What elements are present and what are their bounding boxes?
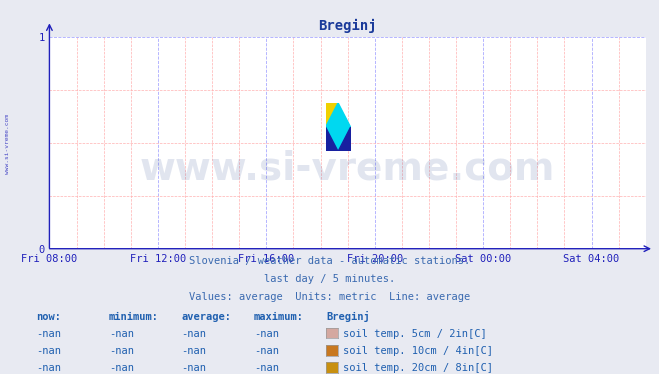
- Text: maximum:: maximum:: [254, 312, 304, 322]
- Text: soil temp. 20cm / 8in[C]: soil temp. 20cm / 8in[C]: [343, 364, 494, 373]
- Text: -nan: -nan: [109, 364, 134, 373]
- Text: -nan: -nan: [109, 346, 134, 356]
- Text: Values: average  Units: metric  Line: average: Values: average Units: metric Line: aver…: [189, 292, 470, 301]
- Text: last day / 5 minutes.: last day / 5 minutes.: [264, 274, 395, 283]
- Text: -nan: -nan: [109, 329, 134, 339]
- Text: minimum:: minimum:: [109, 312, 159, 322]
- Text: Slovenia / weather data - automatic stations.: Slovenia / weather data - automatic stat…: [189, 256, 470, 266]
- Text: -nan: -nan: [181, 364, 206, 373]
- Polygon shape: [326, 103, 351, 151]
- Text: -nan: -nan: [36, 346, 61, 356]
- Text: -nan: -nan: [254, 329, 279, 339]
- Text: www.si-vreme.com: www.si-vreme.com: [140, 149, 556, 187]
- Text: average:: average:: [181, 312, 231, 322]
- Text: -nan: -nan: [36, 364, 61, 373]
- Text: -nan: -nan: [36, 329, 61, 339]
- Text: www.si-vreme.com: www.si-vreme.com: [5, 114, 11, 174]
- Title: Breginj: Breginj: [318, 19, 377, 33]
- Text: -nan: -nan: [181, 329, 206, 339]
- Polygon shape: [326, 103, 338, 127]
- Text: soil temp. 10cm / 4in[C]: soil temp. 10cm / 4in[C]: [343, 346, 494, 356]
- Text: -nan: -nan: [181, 346, 206, 356]
- Text: now:: now:: [36, 312, 61, 322]
- Text: Breginj: Breginj: [326, 311, 370, 322]
- Text: -nan: -nan: [254, 346, 279, 356]
- Polygon shape: [326, 127, 351, 151]
- Text: soil temp. 5cm / 2in[C]: soil temp. 5cm / 2in[C]: [343, 329, 487, 339]
- Text: -nan: -nan: [254, 364, 279, 373]
